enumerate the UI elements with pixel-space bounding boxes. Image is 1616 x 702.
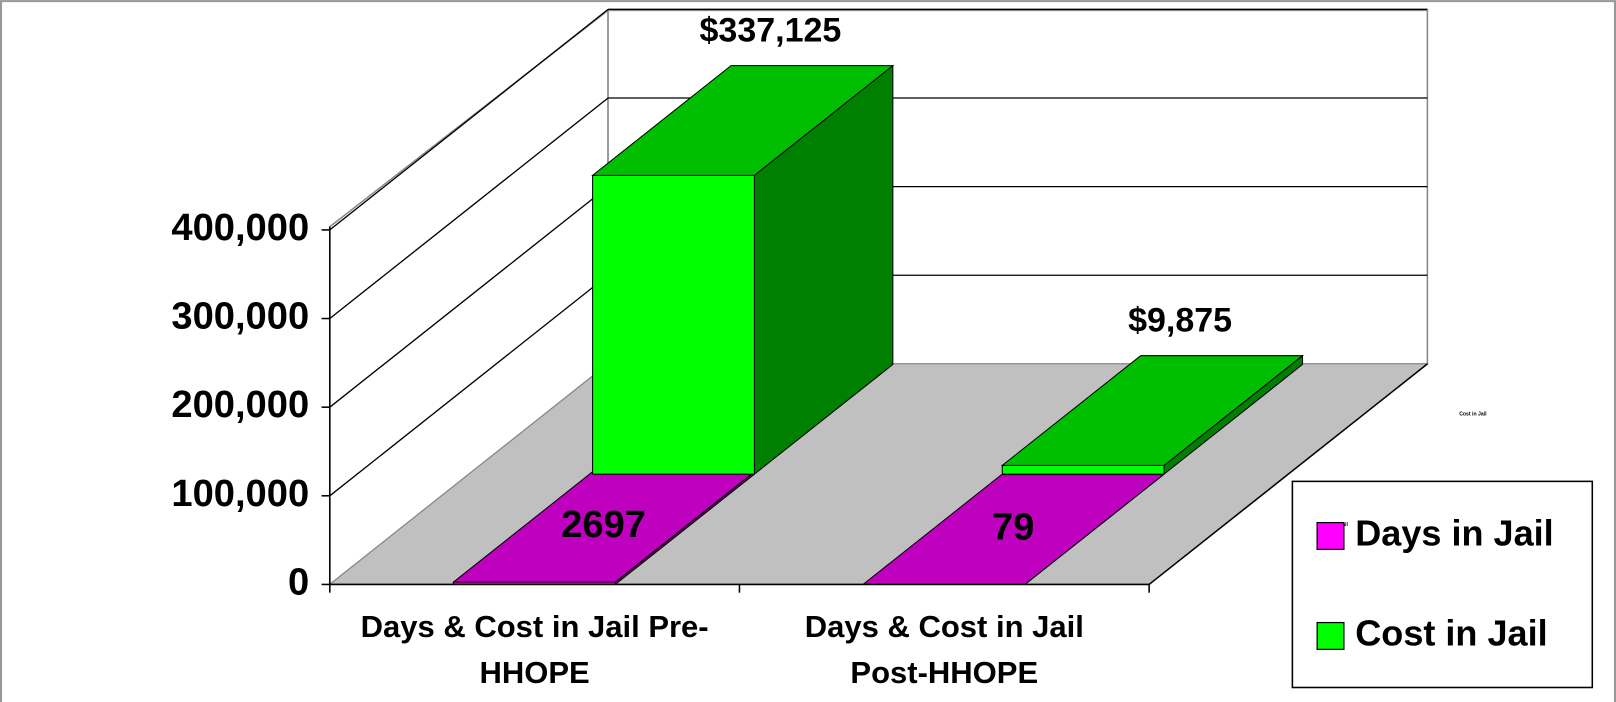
legend: [1291, 480, 1594, 689]
grid-line: [329, 274, 609, 497]
x-tick-label: Days & Cost in Jail Pre-HHOPE: [360, 608, 709, 690]
depth-axis: [1148, 363, 1428, 586]
grid-line: [329, 8, 609, 231]
y-tick-label: 300,000: [171, 295, 309, 338]
depth-tick-label: Cost in Jail: [1459, 412, 1487, 418]
grid-line: [329, 97, 609, 320]
data-label: $337,125: [700, 12, 842, 50]
data-label: 2697: [561, 503, 646, 546]
legend-label: Days in Jail: [1355, 513, 1553, 554]
bar-top: [591, 65, 895, 176]
y-tick-label: 200,000: [171, 383, 309, 426]
bar-top: [1000, 355, 1304, 466]
legend-swatch: [1316, 621, 1345, 650]
data-label: $9,875: [1128, 302, 1232, 340]
x-tick-label: Days & Cost in Jail Post-HHOPE: [804, 608, 1084, 690]
bar: [591, 64, 895, 476]
y-tick-label: 0: [288, 561, 309, 604]
y-tick-label: 400,000: [171, 206, 309, 249]
bar: [1000, 354, 1304, 476]
y-tick-label: 100,000: [171, 472, 309, 515]
grid-line: [329, 186, 609, 408]
bar-front: [1001, 464, 1165, 475]
legend-label: Cost in Jail: [1355, 612, 1547, 653]
bar-front: [592, 174, 755, 475]
data-label: 79: [992, 506, 1034, 549]
legend-swatch: [1316, 521, 1345, 551]
